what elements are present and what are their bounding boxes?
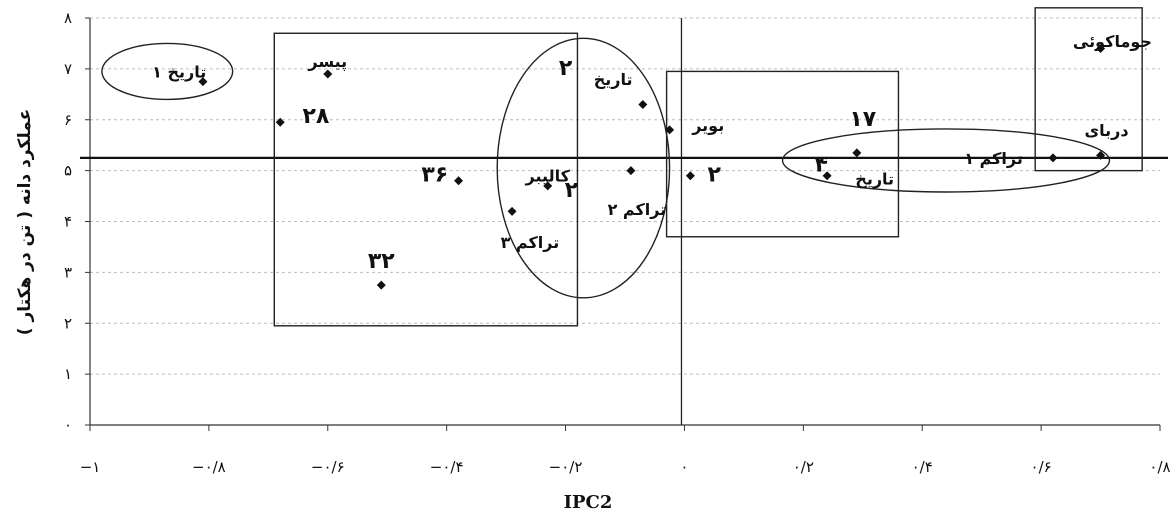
x-tick-label: ۰/۲ xyxy=(793,458,814,476)
data-point xyxy=(822,171,832,181)
point-annotation: تراکم ۳ xyxy=(501,233,560,252)
data-point xyxy=(1048,153,1058,163)
data-point xyxy=(454,176,464,186)
data-point xyxy=(323,69,333,79)
group-ellipse xyxy=(496,37,671,299)
point-annotation: تاریخ xyxy=(594,70,633,89)
x-axis-title: IPC2 xyxy=(564,492,613,513)
point-annotation: بویر xyxy=(691,116,724,135)
y-tick-labels: ۰ ۱ ۲ ۳ ۴ ۵ ۶ ۷ ۸ xyxy=(64,9,90,434)
x-tick-label: −۰/۸ xyxy=(192,458,226,476)
x-tick-label: ۰/۸ xyxy=(1149,458,1170,476)
x-tick-label: ۰/۴ xyxy=(912,458,933,476)
data-point xyxy=(665,125,675,135)
y-tick-label: ۲ xyxy=(64,314,72,332)
data-point xyxy=(1096,44,1106,54)
data-point xyxy=(275,117,285,127)
data-points xyxy=(198,44,1106,290)
x-tick-label: −۰/۴ xyxy=(430,458,464,476)
point-annotation: تاریخ xyxy=(855,169,894,188)
reference-lines xyxy=(80,18,1168,425)
group-rectangle xyxy=(273,32,579,327)
point-annotation: تراکم ۲ xyxy=(608,200,667,219)
group-rectangle xyxy=(1034,7,1143,172)
point-annotation: ۲۸ xyxy=(302,104,329,129)
point-annotation: ۲ xyxy=(565,178,579,203)
y-tick-label: ۷ xyxy=(64,60,72,78)
data-point xyxy=(198,77,208,87)
y-axis-title: عملکرد دانه ( تن در هکتار ) xyxy=(15,109,35,335)
point-annotation: ۴ xyxy=(814,153,827,178)
point-annotation: ۱۷ xyxy=(849,107,876,132)
group-ellipse xyxy=(101,42,234,101)
point-annotation: پیسر xyxy=(307,52,347,72)
y-tick-label: ۶ xyxy=(64,111,72,129)
point-annotation: تاریخ ۱ xyxy=(152,62,206,81)
point-annotation: ۲ xyxy=(559,56,573,81)
point-annotation: جوماکوئی xyxy=(1073,32,1152,51)
y-tick-label: ۵ xyxy=(64,162,72,180)
point-annotation: دربای xyxy=(1084,121,1128,140)
x-tick-label: −۰/۲ xyxy=(549,458,583,476)
data-point xyxy=(852,148,862,158)
x-tick-label: ۰ xyxy=(680,458,688,476)
x-tick-labels: −۱ −۰/۸ −۰/۶ −۰/۴ −۰/۲ ۰ ۰/۲ ۰/۴ ۰/۶ ۰/۸ xyxy=(80,425,1170,476)
data-point xyxy=(626,166,636,176)
data-point xyxy=(685,171,695,181)
data-point xyxy=(543,181,553,191)
data-point xyxy=(1096,150,1106,160)
data-point xyxy=(507,206,517,216)
data-point xyxy=(376,280,386,290)
data-point xyxy=(638,99,648,109)
point-annotation: تراکم ۱ xyxy=(964,149,1023,168)
y-tick-label: ۰ xyxy=(64,416,72,434)
point-annotation: ۲ xyxy=(707,163,721,188)
grid-lines xyxy=(90,17,1160,375)
point-annotation: ۳۲ xyxy=(368,249,395,274)
x-tick-label: −۱ xyxy=(80,458,101,476)
x-tick-label: ۰/۶ xyxy=(1031,458,1052,476)
y-tick-label: ۸ xyxy=(64,9,72,27)
group-rectangle xyxy=(665,70,900,238)
y-tick-label: ۱ xyxy=(64,365,72,383)
point-annotation: ۳۶ xyxy=(421,163,448,188)
y-tick-label: ۳ xyxy=(64,263,72,281)
point-annotation: کالیبر xyxy=(525,167,571,186)
group-shapes xyxy=(101,7,1143,327)
x-tick-label: −۰/۶ xyxy=(311,458,345,476)
group-ellipse xyxy=(781,128,1111,193)
y-tick-label: ۴ xyxy=(64,213,72,231)
